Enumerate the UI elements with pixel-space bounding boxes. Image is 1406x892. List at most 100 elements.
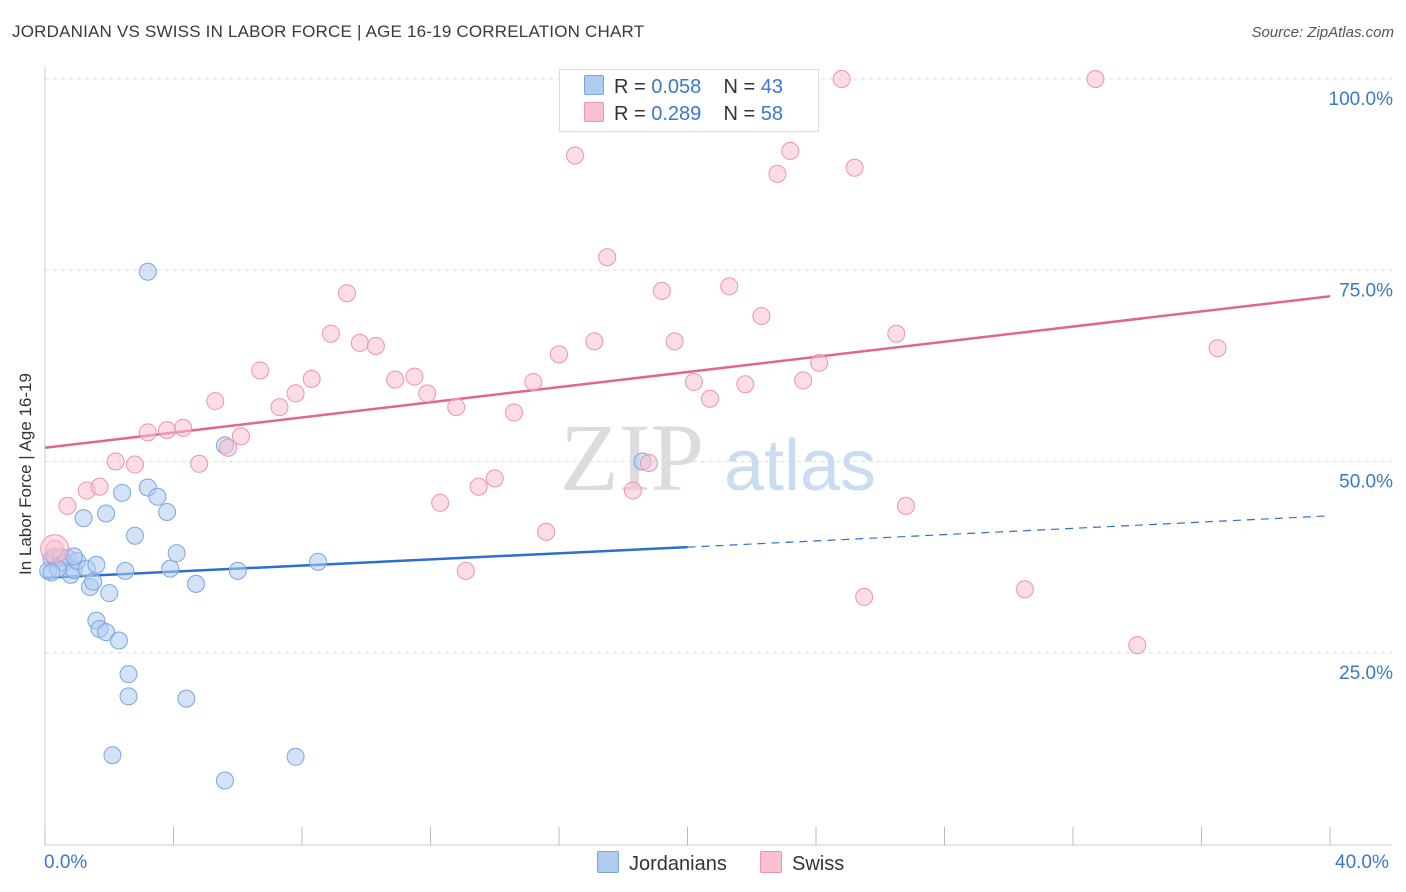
swiss-point — [1015, 580, 1034, 599]
bottom-legend-swatch-swiss — [760, 851, 782, 873]
data-points — [39, 70, 1227, 790]
jordanian-point — [119, 665, 138, 684]
jordanian-point — [177, 689, 196, 708]
swiss-point — [286, 384, 305, 403]
jordanian-point — [84, 572, 103, 591]
jordanian-point — [42, 563, 61, 582]
swiss-point — [138, 423, 157, 442]
jordanian-trend-line — [44, 545, 688, 580]
swiss-point — [652, 281, 671, 300]
swiss-point — [231, 427, 250, 446]
swiss-point — [350, 333, 369, 352]
swiss-point — [585, 332, 604, 351]
swiss-point — [251, 361, 270, 380]
jordanian-point — [100, 584, 119, 603]
swiss-point — [639, 454, 658, 473]
x-tick-label-min: 0.0% — [44, 852, 88, 873]
legend-r-value: 0.289 — [651, 103, 702, 125]
bottom-legend-jordanians: Jordanians — [597, 851, 727, 876]
swiss-point — [794, 371, 813, 390]
jordanian-point — [148, 487, 167, 506]
jordanian-point — [286, 747, 305, 766]
y-tick-labels: 25.0% 50.0% 75.0% 100.0% — [1329, 89, 1394, 684]
jordanian-point — [309, 552, 328, 571]
swiss-point — [418, 384, 437, 403]
legend-n-value: 43 — [760, 76, 784, 98]
swiss-point — [321, 324, 340, 343]
legend-n-label: N = — [723, 76, 761, 98]
y-tick-label: 75.0% — [1339, 280, 1393, 301]
jordanian-point — [109, 631, 128, 650]
swiss-point — [768, 164, 787, 183]
swiss-point — [125, 455, 144, 474]
bottom-legend-label: Swiss — [792, 853, 845, 875]
swiss-point — [550, 345, 568, 364]
swiss-point — [598, 248, 617, 267]
legend-r-label: R = — [614, 103, 652, 125]
swiss-point — [1128, 636, 1147, 655]
swiss-point — [302, 369, 321, 388]
swiss-point — [106, 452, 125, 471]
swiss-point — [700, 389, 719, 408]
swiss-point — [736, 375, 755, 394]
legend-n-value: 58 — [760, 103, 784, 125]
watermark-atlas: atlas — [724, 426, 876, 506]
swiss-point — [752, 307, 771, 326]
legend-swatch-jordanians — [584, 75, 604, 95]
swiss-point — [524, 372, 543, 391]
legend-r-value: 0.058 — [651, 76, 702, 98]
swiss-point — [431, 493, 450, 512]
swiss-point — [270, 398, 289, 417]
y-axis-label: In Labor Force | Age 16-19 — [16, 373, 35, 575]
jordanian-point — [97, 623, 116, 642]
swiss-point — [90, 477, 109, 496]
jordanian-point — [186, 574, 205, 593]
swiss-point — [469, 477, 488, 496]
swiss-point — [887, 324, 906, 343]
bottom-legend-swiss: Swiss — [760, 851, 844, 876]
swiss-point — [1086, 70, 1105, 88]
swiss-point — [720, 277, 739, 296]
swiss-point — [832, 70, 851, 88]
legend-row-swiss: R = 0.289 N = 58 — [584, 102, 783, 126]
jordanian-point — [158, 502, 177, 521]
bottom-legend-label: Jordanians — [629, 853, 727, 875]
swiss-point — [623, 481, 642, 500]
swiss-point — [366, 336, 385, 355]
jordanian-point — [228, 561, 247, 580]
legend-row-jordanians: R = 0.058 N = 43 — [584, 75, 783, 99]
swiss-point — [58, 496, 77, 515]
swiss-point — [386, 370, 405, 389]
legend-r-label: R = — [614, 76, 652, 98]
swiss-point — [566, 146, 585, 165]
swiss-point — [456, 561, 475, 580]
swiss-trend-line — [44, 295, 1331, 449]
jordanian-point — [97, 504, 116, 523]
swiss-point — [505, 403, 524, 422]
jordanian-point — [113, 483, 132, 502]
jordanian-point — [215, 771, 234, 790]
swiss-point — [190, 454, 209, 473]
swiss-point — [896, 496, 915, 515]
jordanian-point — [138, 262, 157, 281]
jordanian-point — [116, 561, 135, 580]
y-tick-label: 25.0% — [1339, 663, 1393, 684]
swiss-point — [855, 587, 874, 606]
source-label: Source: ZipAtlas.com — [1251, 24, 1394, 41]
correlation-legend: R = 0.058 N = 43 R = 0.289 N = 58 — [559, 69, 819, 132]
swiss-point — [537, 522, 556, 541]
swiss-point — [158, 421, 177, 440]
jordanian-point — [103, 746, 122, 765]
swiss-point — [781, 141, 800, 160]
swiss-point — [684, 372, 703, 391]
legend-swatch-swiss — [584, 102, 604, 122]
jordanian-point — [125, 526, 144, 545]
swiss-point — [405, 367, 424, 386]
jordanian-trend-extension — [687, 515, 1331, 548]
swiss-point — [219, 438, 238, 457]
bottom-legend-swatch-jordanians — [597, 851, 619, 873]
legend-n-label: N = — [723, 103, 761, 125]
swiss-point — [447, 398, 466, 417]
swiss-point — [206, 392, 225, 411]
